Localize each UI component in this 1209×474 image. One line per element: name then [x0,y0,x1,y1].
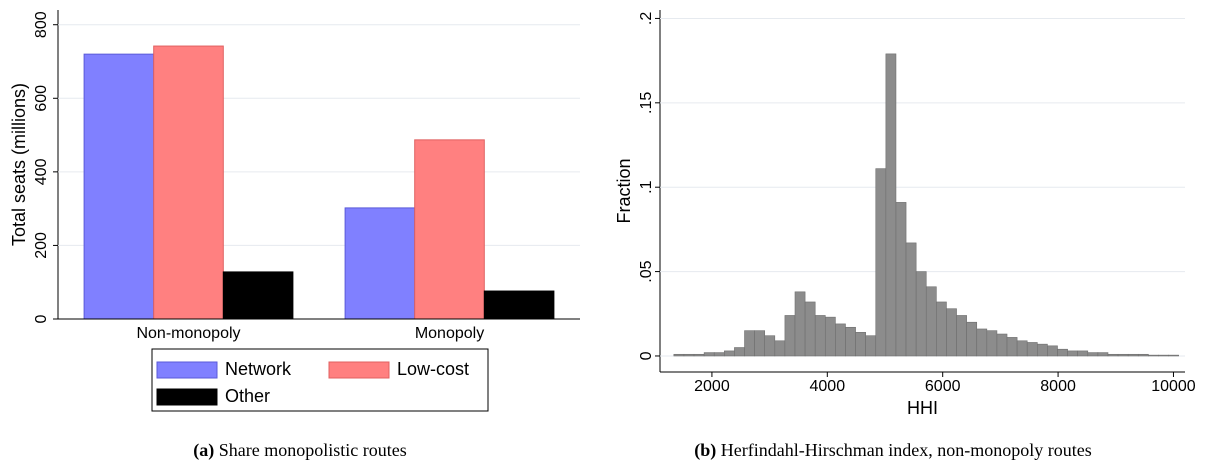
bar [344,207,416,320]
y-tick-label: 800 [33,11,50,38]
y-tick-label: 600 [33,85,50,112]
histogram-bar [1087,352,1099,357]
histogram-bar [764,335,776,357]
histogram-bar [724,350,735,357]
histogram-bar [703,352,715,357]
histogram-bar [986,330,998,357]
y-tick-label: .2 [638,12,655,25]
histogram-bar [936,301,947,357]
histogram-bar [895,202,907,357]
histogram-bar [835,323,846,357]
histogram-bar [1016,340,1028,357]
histogram-bar [855,332,866,357]
caption-text: Herfindahl-Hirschman index, non-monopoly… [721,440,1092,460]
legend-label: Other [225,386,270,406]
histogram-bar [1097,352,1109,357]
x-tick-label: 4000 [810,378,846,395]
histogram-bar [1168,354,1179,357]
histogram-bar [683,353,695,357]
histogram-bar [925,286,937,357]
histogram-bar [875,168,887,357]
histogram-bar [1077,350,1089,357]
x-tick-label: 6000 [925,378,961,395]
bar [414,139,485,320]
histogram-bar [865,335,877,357]
histogram-bar [1067,350,1078,357]
y-tick-label: .1 [638,180,655,193]
histogram-bar [804,301,816,357]
histogram-bar [976,328,988,357]
histogram-bar [744,330,755,357]
x-tick-label: 10000 [1151,378,1196,395]
histogram-bar [885,53,897,357]
histogram-bar [1006,337,1018,357]
histogram-bar [1057,348,1068,357]
histogram-bar [1026,342,1038,357]
histogram-bar [1137,353,1149,357]
histogram-bar [1117,353,1129,357]
caption: (a) Share monopolistic routes [193,440,406,461]
caption-label: (b) [694,440,716,461]
bar [483,290,555,320]
y-tick-label: 200 [33,232,50,259]
histogram-bar [946,308,957,357]
histogram-bar [754,330,766,357]
bar [153,45,224,320]
histogram-bar [784,315,796,357]
histogram-bar [956,315,967,357]
y-tick-label: 0 [33,314,50,323]
histogram-bar [693,353,705,357]
y-tick-label: 0 [638,351,655,360]
bar [222,271,294,320]
histogram-bar [1127,353,1139,357]
caption: (b) Herfindahl-Hirschman index, non-mono… [694,440,1091,461]
y-axis-label: Fraction [614,158,634,223]
histogram-bar [966,321,978,357]
histogram-bar [734,347,745,357]
histogram-bar [915,271,927,357]
legend-swatch [156,361,218,379]
histogram-bar [1148,354,1159,357]
legend-label: Network [225,359,292,379]
x-axis-label: HHI [907,398,938,418]
histogram-bar [996,333,1008,357]
histogram-bar [774,340,786,357]
x-tick-label: Monopoly [415,325,484,342]
caption-label: (a) [193,440,214,461]
legend-swatch [328,361,390,379]
legend-swatch [156,388,218,406]
caption-text: Share monopolistic routes [219,440,407,460]
y-axis-label: Total seats (millions) [9,83,29,246]
histogram-bar [794,291,806,357]
x-tick-label: Non-monopoly [136,325,240,342]
histogram-bar [905,242,917,357]
histogram-bar [845,326,856,357]
x-tick-label: 2000 [694,378,730,395]
x-tick-label: 8000 [1040,378,1076,395]
y-tick-label: 400 [33,158,50,185]
histogram-bar [673,353,685,357]
y-tick-label: .05 [638,260,655,282]
histogram-bar [1158,354,1169,357]
histogram-bar [1047,345,1058,357]
legend-label: Low-cost [397,359,469,379]
histogram-bar [824,316,836,357]
histogram-bar [1037,343,1048,357]
histogram-bar [713,352,725,357]
y-tick-label: .15 [638,92,655,114]
histogram-bar [1107,353,1119,357]
histogram-bar [814,315,826,357]
bar [83,53,155,320]
